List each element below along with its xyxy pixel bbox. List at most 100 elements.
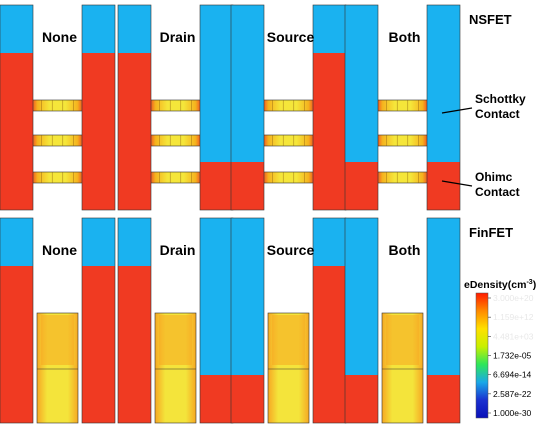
colorbar-tick-label: 1.000e-30 bbox=[493, 408, 532, 418]
panel-label: Drain bbox=[160, 242, 196, 258]
panel-finfet-source: Source bbox=[230, 217, 347, 424]
drain-pillar-metal bbox=[427, 218, 460, 375]
source-pillar-silicide bbox=[118, 53, 151, 210]
drain-pillar-silicide bbox=[313, 53, 346, 210]
drain-pillar-silicide bbox=[313, 266, 346, 423]
drain-pillar-outline bbox=[81, 4, 116, 211]
panel-finfet-none: None bbox=[0, 217, 116, 424]
drain-pillar-metal bbox=[313, 218, 346, 266]
drain-pillar-metal bbox=[82, 218, 115, 266]
drain-pillar-silicide bbox=[82, 53, 115, 210]
source-pillar-metal bbox=[231, 218, 264, 375]
drain-pillar-metal bbox=[313, 5, 346, 53]
nanosheet-channel bbox=[30, 99, 85, 112]
nanosheet-channel bbox=[375, 134, 430, 147]
annotation-arrow bbox=[441, 180, 473, 187]
panel-label: Source bbox=[267, 242, 315, 258]
drain-pillar-outline bbox=[426, 217, 461, 424]
source-pillar-outline bbox=[230, 217, 265, 424]
nanosheet-channel bbox=[261, 171, 316, 184]
drain-pillar-silicide bbox=[427, 375, 460, 423]
source-pillar-silicide bbox=[0, 53, 33, 210]
panel-label: Drain bbox=[160, 29, 196, 45]
drain-pillar-silicide bbox=[200, 375, 233, 423]
colorbar: eDensity(cm-3) 3.000e+20 1.159e+12 4.481e+0… bbox=[464, 279, 536, 419]
panel-nsfet-source: Source bbox=[230, 4, 347, 211]
source-pillar-metal bbox=[0, 5, 33, 53]
source-pillar-metal bbox=[345, 218, 378, 375]
nanosheet-channel bbox=[148, 171, 203, 184]
source-pillar-metal bbox=[345, 5, 378, 162]
nanosheet-channel bbox=[375, 99, 430, 112]
drain-pillar-metal bbox=[200, 5, 233, 162]
panel-label: None bbox=[42, 242, 77, 258]
panel-label: Source bbox=[267, 29, 315, 45]
fin-upper-region bbox=[272, 315, 305, 365]
fin-upper-region bbox=[41, 315, 74, 365]
colorbar-tick-label: 6.694e-14 bbox=[493, 370, 532, 380]
drain-pillar-outline bbox=[81, 217, 116, 424]
colorbar-gradient bbox=[475, 292, 489, 419]
panel-finfet-both: Both bbox=[344, 217, 461, 424]
colorbar-tick-label: 4.481e+03 bbox=[493, 331, 534, 341]
source-pillar-silicide bbox=[345, 375, 378, 423]
annotation-text: Schottky bbox=[475, 92, 526, 106]
panel-label: Both bbox=[389, 242, 421, 258]
panel-nsfet-both: Both bbox=[344, 4, 461, 211]
panel-label: None bbox=[42, 29, 77, 45]
source-pillar-outline bbox=[117, 4, 152, 211]
row-label: NSFET bbox=[469, 12, 512, 27]
panel-label: Both bbox=[389, 29, 421, 45]
nanosheet-channel bbox=[30, 134, 85, 147]
source-pillar-silicide bbox=[231, 375, 264, 423]
source-pillar-silicide bbox=[118, 266, 151, 423]
nanosheet-channel bbox=[148, 134, 203, 147]
drain-pillar-metal bbox=[82, 5, 115, 53]
drain-pillar-silicide bbox=[200, 162, 233, 210]
drain-pillar-outline bbox=[426, 4, 461, 211]
row-nsfet: None Drain Source Both NSFET bbox=[0, 4, 512, 211]
drain-pillar-metal bbox=[200, 218, 233, 375]
fin-upper-region bbox=[159, 315, 192, 365]
panel-finfet-drain: Drain bbox=[117, 217, 234, 424]
nanosheet-channel bbox=[30, 171, 85, 184]
panel-nsfet-none: None bbox=[0, 4, 116, 211]
source-pillar-outline bbox=[0, 217, 34, 424]
source-pillar-silicide bbox=[345, 162, 378, 210]
annotation-text: Ohimc bbox=[475, 170, 513, 184]
colorbar-tick-label: 3.000e+20 bbox=[493, 293, 534, 303]
source-pillar-metal bbox=[0, 218, 33, 266]
annotation-text: Contact bbox=[475, 185, 520, 199]
source-pillar-outline bbox=[344, 4, 379, 211]
source-pillar-metal bbox=[231, 5, 264, 162]
colorbar-title: eDensity(cm-3) bbox=[464, 279, 536, 291]
row-finfet: None Drain Source Both FinFET bbox=[0, 217, 513, 424]
panel-nsfet-drain: Drain bbox=[117, 4, 234, 211]
nanosheet-channel bbox=[261, 134, 316, 147]
annotation-arrow bbox=[441, 107, 473, 114]
source-pillar-outline bbox=[230, 4, 265, 211]
source-pillar-silicide bbox=[0, 266, 33, 423]
source-pillar-silicide bbox=[231, 162, 264, 210]
nanosheet-channel bbox=[261, 99, 316, 112]
source-pillar-outline bbox=[117, 217, 152, 424]
annotation-text: Contact bbox=[475, 107, 520, 121]
drain-pillar-metal bbox=[427, 5, 460, 162]
nanosheet-channel bbox=[148, 99, 203, 112]
nanosheet-channel bbox=[375, 171, 430, 184]
drain-pillar-silicide bbox=[427, 162, 460, 210]
source-pillar-outline bbox=[344, 217, 379, 424]
drain-pillar-silicide bbox=[82, 266, 115, 423]
source-pillar-metal bbox=[118, 218, 151, 266]
fin-upper-region bbox=[386, 315, 419, 365]
source-pillar-metal bbox=[118, 5, 151, 53]
colorbar-tick-label: 2.587e-22 bbox=[493, 389, 532, 399]
colorbar-tick-label: 1.732e-05 bbox=[493, 351, 532, 361]
colorbar-tick-label: 1.159e+12 bbox=[493, 312, 534, 322]
row-label: FinFET bbox=[469, 225, 513, 240]
source-pillar-outline bbox=[0, 4, 34, 211]
